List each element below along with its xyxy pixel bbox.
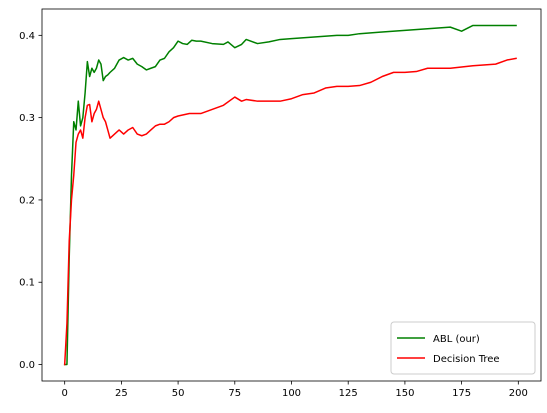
series-line-1: [63, 24, 517, 366]
x-axis: 0 25 50 75 100 125 150 175 200: [61, 381, 528, 399]
x-tick-label: 150: [395, 388, 414, 399]
x-tick-label: 100: [282, 388, 301, 399]
x-tick-label: 75: [228, 388, 241, 399]
series-line-2: [63, 57, 517, 366]
legend-label-2: Decision Tree: [433, 354, 500, 365]
x-tick-label: 125: [339, 388, 358, 399]
y-tick-label: 0.0: [19, 360, 35, 371]
x-tick-label: 25: [115, 388, 128, 399]
y-tick-label: 0.1: [19, 278, 35, 289]
y-tick-label: 0.4: [19, 31, 35, 42]
x-tick-label: 175: [452, 388, 471, 399]
y-axis: 0.0 0.1 0.2 0.3 0.4: [19, 31, 42, 371]
legend-label-1: ABL (our): [433, 334, 480, 345]
x-tick-label: 50: [172, 388, 185, 399]
y-tick-label: 0.3: [19, 113, 35, 124]
x-tick-label: 200: [509, 388, 528, 399]
y-tick-label: 0.2: [19, 195, 35, 206]
x-tick-label: 0: [61, 388, 67, 399]
legend: ABL (our) Decision Tree: [390, 321, 536, 375]
legend-box: [390, 321, 536, 375]
series-lines: [63, 24, 517, 366]
